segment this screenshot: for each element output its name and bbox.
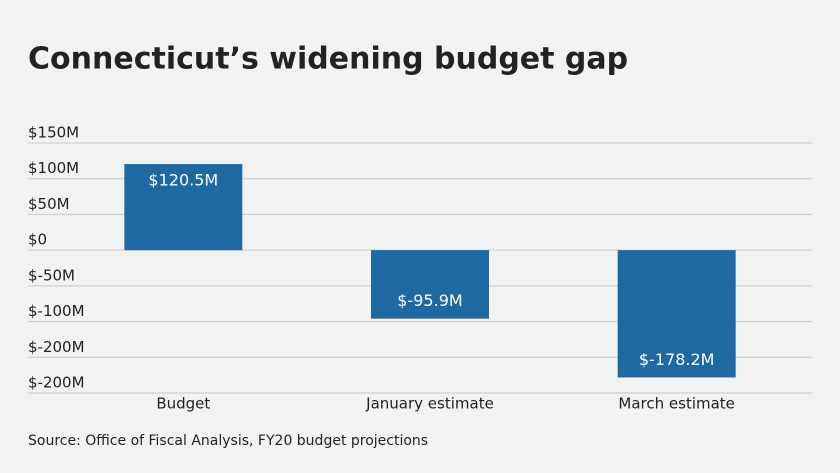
source-note: Source: Office of Fiscal Analysis, FY20 …: [28, 433, 428, 449]
x-tick-label: March estimate: [618, 395, 735, 413]
bar: [124, 164, 243, 251]
bar: [371, 250, 489, 319]
bar: [617, 250, 736, 378]
y-tick-label: $-50M: [28, 266, 75, 284]
chart-title: Connecticut’s widening budget gap: [28, 42, 628, 77]
data-label: $-178.2M: [639, 350, 715, 369]
y-tick-label: $50M: [28, 195, 70, 213]
y-tick-label: $0: [28, 231, 47, 249]
y-tick-label: $-200M: [28, 374, 85, 392]
data-label: $-95.9M: [397, 291, 462, 310]
y-tick-label: $-100M: [28, 302, 85, 320]
x-tick-label: Budget: [156, 395, 210, 413]
data-label: $120.5M: [148, 171, 218, 190]
y-tick-label: $-200M: [28, 338, 85, 356]
y-tick-label: $100M: [28, 159, 79, 177]
y-tick-label: $150M: [28, 124, 79, 142]
x-tick-label: January estimate: [365, 395, 494, 413]
